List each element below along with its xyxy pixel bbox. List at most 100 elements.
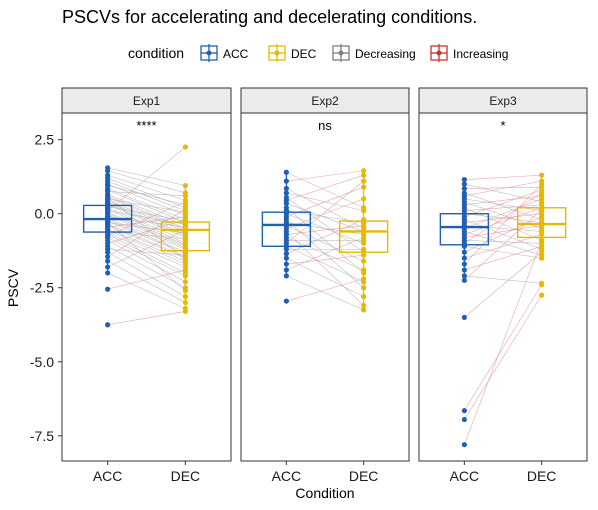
- pair-line-increasing: [286, 180, 364, 244]
- pair-line-decreasing: [107, 170, 186, 194]
- pair-line-increasing: [107, 201, 186, 237]
- legend-key-point: [338, 50, 344, 56]
- point-acc: [105, 322, 111, 328]
- pair-line-increasing: [464, 240, 542, 445]
- point-dec: [182, 267, 188, 273]
- point-acc: [283, 246, 289, 252]
- point-dec: [539, 190, 545, 196]
- point-dec: [539, 172, 545, 178]
- point-acc: [105, 194, 111, 201]
- point-acc: [461, 249, 467, 255]
- point-dec: [539, 196, 545, 202]
- point-dec: [361, 302, 367, 309]
- point-dec: [539, 249, 545, 255]
- panel-strip: [61, 87, 232, 114]
- points: [283, 168, 367, 313]
- y-tick-label: -5.0: [30, 354, 54, 370]
- y-tick-label: -7.5: [30, 428, 54, 444]
- x-tick-label: ACC: [272, 468, 302, 484]
- panel-plot-area: [240, 112, 410, 462]
- pair-line-decreasing: [286, 275, 364, 311]
- x-tick-label: ACC: [93, 468, 123, 484]
- pair-line-increasing: [464, 204, 542, 212]
- legend-key-point: [436, 50, 442, 56]
- panel-exp3: Exp3 * ACC DEC: [418, 87, 588, 484]
- panel-plot-area: [61, 112, 232, 462]
- point-acc: [461, 255, 467, 261]
- point-dec: [182, 288, 188, 294]
- pair-line-decreasing: [107, 180, 186, 212]
- point-dec: [361, 285, 367, 291]
- point-dec: [539, 231, 545, 238]
- pair-line-decreasing: [464, 240, 542, 244]
- point-dec: [182, 227, 188, 233]
- point-acc: [461, 185, 467, 192]
- pair-line-decreasing: [107, 191, 186, 197]
- pair-line-increasing: [107, 208, 186, 257]
- pair-line-decreasing: [464, 183, 542, 203]
- point-acc: [461, 277, 467, 283]
- point-acc: [283, 169, 289, 175]
- pair-line-increasing: [286, 174, 364, 201]
- point-dec: [182, 299, 188, 306]
- point-dec: [361, 234, 367, 240]
- point-dec: [539, 255, 545, 261]
- point-dec: [361, 276, 367, 282]
- pair-line-decreasing: [107, 229, 186, 265]
- pair-line-decreasing: [107, 251, 186, 297]
- point-dec: [182, 199, 188, 205]
- pair-line-decreasing: [286, 188, 364, 229]
- panel-exp1: Exp1 **** ACC DEC: [61, 87, 232, 484]
- points: [105, 144, 188, 328]
- legend-key-point: [274, 50, 280, 56]
- point-acc: [461, 408, 467, 414]
- point-dec: [539, 206, 545, 212]
- pair-line-decreasing: [107, 260, 186, 303]
- point-dec: [539, 282, 545, 288]
- pair-line-decreasing: [107, 272, 186, 309]
- point-acc: [105, 219, 111, 226]
- x-tick-label: DEC: [527, 468, 557, 484]
- legend-item-decreasing: Decreasing: [332, 44, 416, 62]
- pair-line-increasing: [464, 209, 542, 281]
- y-tick-label: 2.5: [35, 132, 55, 148]
- point-acc: [461, 273, 467, 279]
- pair-line-decreasing: [107, 220, 186, 254]
- point-dec: [361, 252, 367, 258]
- pair-line-increasing: [286, 278, 364, 302]
- point-dec: [182, 308, 188, 315]
- point-acc: [105, 208, 111, 214]
- point-dec: [361, 246, 367, 252]
- panel-plot-area: [418, 112, 588, 462]
- point-dec: [539, 222, 545, 229]
- legend-label: Increasing: [453, 47, 508, 61]
- point-acc: [283, 251, 289, 257]
- point-dec: [182, 279, 188, 285]
- pair-line-increasing: [464, 183, 542, 265]
- point-acc: [461, 243, 467, 249]
- panel-strip-label: Exp3: [489, 94, 517, 108]
- pair-line-decreasing: [107, 188, 186, 220]
- y-axis-title: PSCV: [5, 268, 21, 307]
- legend-item-acc: ACC: [200, 44, 249, 62]
- point-dec: [361, 178, 367, 184]
- panel-exp2: Exp2 ns ACC DEC: [240, 87, 410, 484]
- pair-line-increasing: [286, 219, 364, 254]
- pair-line-increasing: [464, 216, 542, 253]
- point-dec: [361, 294, 367, 300]
- significance-label: ns: [318, 118, 332, 133]
- legend: condition ACC DEC Decreasing Increasing: [128, 44, 508, 62]
- pair-line-decreasing: [107, 246, 186, 289]
- point-acc: [283, 200, 289, 206]
- pair-line-decreasing: [107, 174, 186, 201]
- pair-line-decreasing: [286, 231, 364, 306]
- significance-label: *: [500, 118, 505, 133]
- point-acc: [283, 178, 289, 184]
- point-acc: [283, 261, 289, 267]
- point-acc: [105, 270, 111, 276]
- pair-line-increasing: [464, 284, 542, 411]
- panel-strip-label: Exp1: [133, 94, 161, 108]
- point-dec: [182, 294, 188, 300]
- pair-line-increasing: [107, 216, 186, 228]
